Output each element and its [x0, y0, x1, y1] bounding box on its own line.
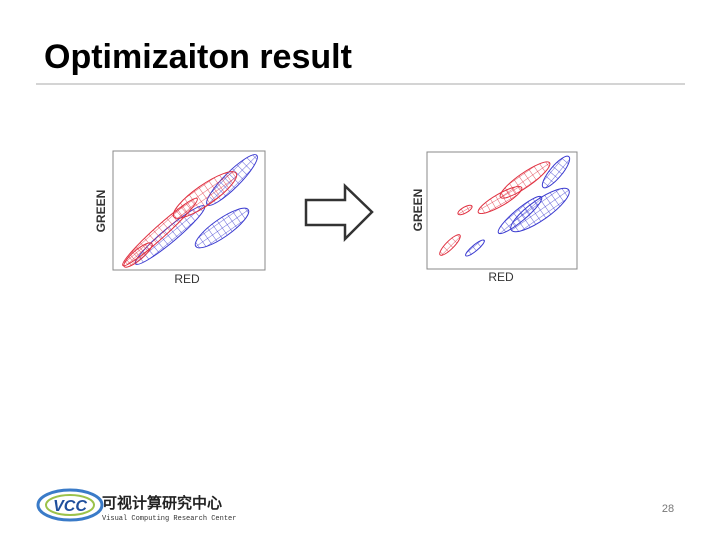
- logo-name-en: Visual Computing Research Center: [102, 515, 236, 523]
- plot-after: GREEN RED: [411, 151, 578, 284]
- plot-before: GREEN RED: [94, 150, 266, 286]
- page-number: 28: [662, 503, 674, 515]
- x-axis-label: RED: [488, 270, 514, 284]
- logo-swoosh: [45, 494, 95, 516]
- ellipse-red: [439, 234, 461, 256]
- ellipse-red: [123, 242, 153, 268]
- ellipse-blue: [465, 239, 485, 257]
- logo: VCC 可视计算研究中心 Visual Computing Research C…: [36, 488, 236, 523]
- logo-name-cn: 可视计算研究中心: [102, 494, 222, 512]
- ellipse-red: [457, 204, 473, 216]
- arrow: [304, 183, 374, 243]
- logo-abbr: VCC: [53, 498, 87, 515]
- x-axis-label: RED: [174, 272, 200, 286]
- y-axis-label: GREEN: [94, 190, 108, 233]
- ellipse-blue: [194, 207, 250, 249]
- slide-title: Optimizaiton result: [44, 38, 352, 76]
- ellipse-blue: [541, 155, 571, 189]
- ellipse-blue: [497, 195, 543, 235]
- logo-swoosh: [36, 488, 104, 522]
- ellipses: [122, 154, 258, 268]
- ellipse-red: [477, 185, 523, 215]
- y-axis-label: GREEN: [411, 189, 425, 232]
